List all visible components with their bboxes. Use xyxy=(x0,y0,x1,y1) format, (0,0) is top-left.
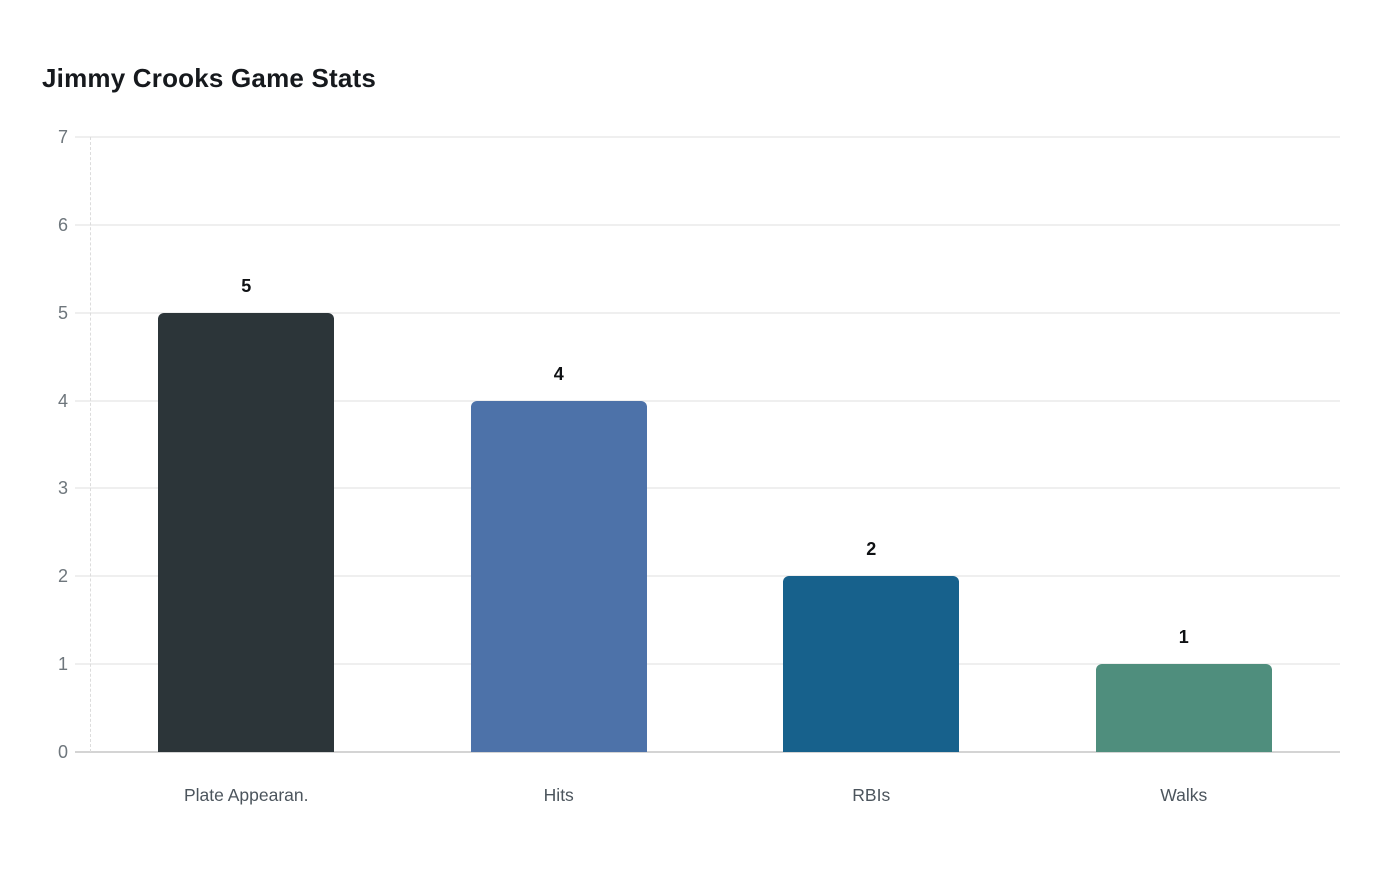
x-tick-label-rbis: RBIs xyxy=(852,785,891,805)
y-tick-label: 1 xyxy=(57,654,68,675)
bar-walks xyxy=(1095,664,1272,752)
x-tick-label-plate-appearan: Plate Appearan. xyxy=(183,785,309,805)
bar-hits xyxy=(470,400,647,752)
x-tick-label-walks: Walks xyxy=(1160,785,1208,805)
y-tick-label: 3 xyxy=(57,478,68,499)
gridline xyxy=(75,663,1340,666)
gridline xyxy=(75,399,1340,402)
bar-rbis xyxy=(783,576,960,752)
bar-plate-appearan xyxy=(158,312,335,752)
x-tick-label-hits: Hits xyxy=(543,785,574,805)
bar-value-label-hits: 4 xyxy=(553,363,564,384)
bar-value-label-plate-appearan: 5 xyxy=(241,275,252,296)
gridline xyxy=(75,136,1340,138)
gridline xyxy=(75,487,1340,490)
y-tick-label: 4 xyxy=(57,390,68,411)
gridline xyxy=(75,575,1340,578)
y-tick-label: 0 xyxy=(57,742,68,762)
x-axis-baseline xyxy=(75,751,1340,753)
y-axis-dashed-line xyxy=(90,137,91,752)
bar-value-label-walks: 1 xyxy=(1178,627,1189,648)
y-tick-label: 2 xyxy=(57,566,68,587)
gridline xyxy=(75,311,1340,314)
y-tick-label: 6 xyxy=(57,214,68,235)
chart-title: Jimmy Crooks Game Stats xyxy=(42,63,377,93)
y-tick-label: 5 xyxy=(57,302,68,323)
gridline xyxy=(75,223,1340,226)
y-tick-label: 7 xyxy=(57,127,68,147)
bar-value-label-rbis: 2 xyxy=(866,539,877,560)
